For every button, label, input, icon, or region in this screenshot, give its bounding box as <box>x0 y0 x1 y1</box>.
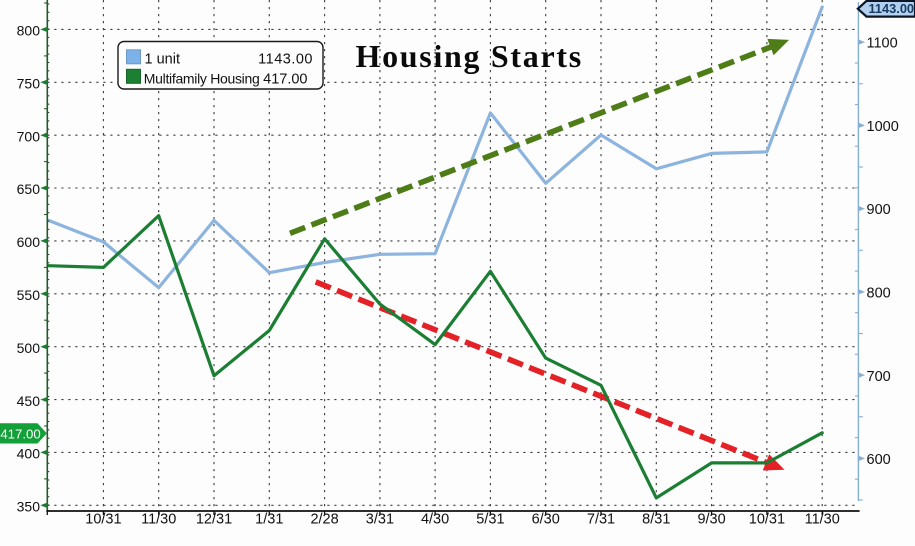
svg-text:11/30: 11/30 <box>805 511 840 527</box>
svg-text:700: 700 <box>867 369 891 385</box>
svg-text:1100: 1100 <box>867 36 898 52</box>
svg-text:Multifamily Housing: Multifamily Housing <box>144 70 260 86</box>
svg-text:1/31: 1/31 <box>255 511 283 527</box>
svg-text:700: 700 <box>17 128 41 144</box>
svg-text:1143.00: 1143.00 <box>869 1 915 16</box>
svg-text:6/30: 6/30 <box>532 511 560 527</box>
svg-text:1000: 1000 <box>867 119 899 135</box>
svg-text:1143.00: 1143.00 <box>258 51 313 67</box>
svg-text:417.00: 417.00 <box>263 71 307 87</box>
svg-text:9/30: 9/30 <box>697 511 725 527</box>
svg-text:800: 800 <box>17 23 41 39</box>
svg-text:600: 600 <box>17 234 41 250</box>
svg-text:650: 650 <box>17 181 41 197</box>
svg-text:400: 400 <box>17 446 41 462</box>
svg-text:600: 600 <box>867 452 891 468</box>
svg-text:11/30: 11/30 <box>141 511 176 527</box>
svg-text:500: 500 <box>17 340 41 356</box>
svg-text:10/31: 10/31 <box>85 511 121 527</box>
svg-text:8/31: 8/31 <box>642 511 670 527</box>
svg-text:800: 800 <box>867 286 891 302</box>
svg-text:1 unit: 1 unit <box>145 51 180 67</box>
svg-text:12/31: 12/31 <box>196 511 232 527</box>
svg-text:900: 900 <box>867 202 891 218</box>
svg-text:7/31: 7/31 <box>587 511 615 527</box>
svg-text:350: 350 <box>17 499 41 515</box>
svg-text:750: 750 <box>17 76 41 92</box>
svg-text:450: 450 <box>17 393 41 409</box>
svg-text:5/31: 5/31 <box>476 511 504 527</box>
svg-text:10/31: 10/31 <box>749 511 785 527</box>
svg-text:2/28: 2/28 <box>310 511 338 527</box>
svg-text:4/30: 4/30 <box>421 511 449 527</box>
svg-text:417.00: 417.00 <box>0 427 40 442</box>
svg-text:Housing Starts: Housing Starts <box>356 38 583 74</box>
svg-text:3/31: 3/31 <box>366 511 394 527</box>
svg-text:550: 550 <box>17 287 41 303</box>
